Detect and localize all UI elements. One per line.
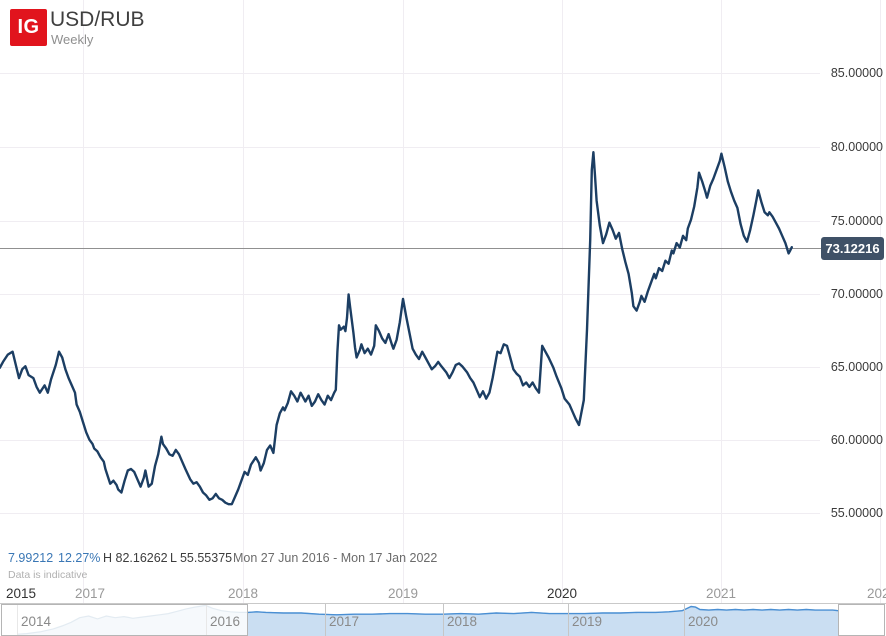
navigator-year-label: 2018 [447, 614, 478, 629]
navigator-right-mask[interactable] [838, 604, 885, 636]
x-axis-label: 2020 [546, 586, 578, 601]
ig-logo: IG [10, 9, 47, 46]
navigator-strip[interactable] [0, 603, 886, 636]
y-axis-label: 70.00000 [830, 287, 883, 301]
chart-interval-label: Weekly [51, 32, 94, 47]
vertical-gridlines [83, 0, 881, 603]
y-axis-label: 55.00000 [830, 506, 883, 520]
navigator-year-label: 2019 [572, 614, 603, 629]
navigator-year-label: 2020 [688, 614, 719, 629]
stat-period-low: L 55.55375 [170, 551, 233, 565]
navigator-year-label: 2014 [21, 614, 52, 629]
price-series-line [0, 150, 793, 506]
x-axis-label: 2019 [387, 586, 419, 601]
stat-period-change: 7.99212 [8, 551, 54, 565]
navigator-line-selected [248, 605, 838, 616]
x-axis-label: 2021 [705, 586, 737, 601]
navigator-left-mask[interactable] [1, 604, 248, 636]
navigator-year-label: 2016 [210, 614, 241, 629]
y-axis-label: 80.00000 [830, 140, 883, 154]
data-indicative-note: Data is indicative [8, 569, 88, 581]
x-axis-label: 2015 [6, 586, 37, 601]
y-axis-label: 75.00000 [830, 214, 883, 228]
horizontal-gridlines [0, 73, 820, 514]
current-price-badge: 73.12216 [821, 237, 884, 260]
x-axis-label: 2017 [74, 586, 106, 601]
instrument-title: USD/RUB [50, 8, 145, 31]
x-axis-label: 2018 [227, 586, 259, 601]
navigator-year-label: 2017 [329, 614, 360, 629]
stat-period-high: H 82.16262 [103, 551, 168, 565]
stat-period-change-pct: 12.27% [58, 551, 101, 565]
y-axis-label: 60.00000 [830, 433, 883, 447]
y-axis-label: 85.00000 [830, 66, 883, 80]
y-axis-label: 65.00000 [830, 360, 883, 374]
stat-visible-range: Mon 27 Jun 2016 - Mon 17 Jan 2022 [233, 551, 438, 565]
x-axis-label: 2022 [866, 586, 886, 601]
